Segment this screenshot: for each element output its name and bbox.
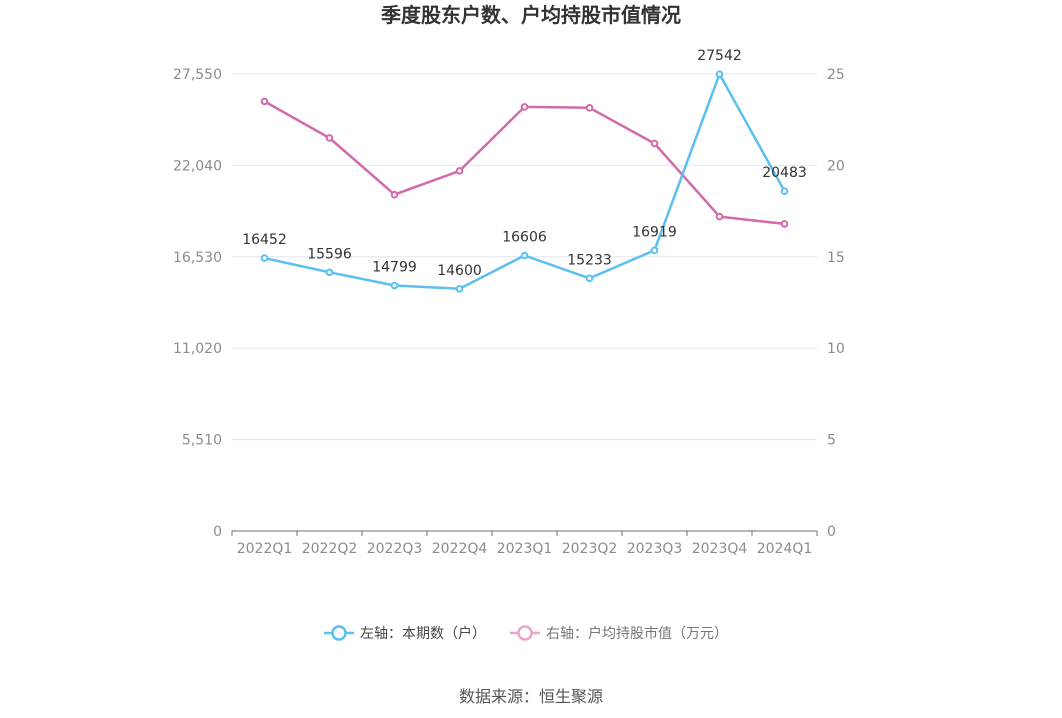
data-label: 14799: [372, 260, 417, 276]
series-line-avg-value[interactable]: [263, 100, 785, 226]
legend-item-avg-value[interactable]: 右轴：户均持股市值（万元）: [510, 625, 728, 642]
data-point[interactable]: [455, 285, 464, 293]
right-axis-tick-label: 10: [827, 341, 845, 357]
data-label: 16919: [632, 224, 677, 240]
right-axis-tick-label: 20: [827, 158, 845, 174]
legend-label: 右轴：户均持股市值（万元）: [546, 625, 728, 642]
data-point[interactable]: [585, 104, 594, 112]
x-axis-tick-label: 2023Q3: [627, 541, 683, 557]
data-label-layer: 16452 15596 14799 14600 16606 15233 16919 27542…: [242, 48, 807, 279]
chart-title: 季度股东户数、户均持股市值情况: [380, 3, 681, 27]
x-axis-tick-label: 2022Q4: [432, 541, 488, 557]
legend-circle-icon: [331, 625, 347, 641]
left-axis-tick-label: 16,530: [173, 250, 222, 266]
data-point[interactable]: [780, 220, 789, 228]
data-point[interactable]: [325, 268, 334, 277]
data-point[interactable]: [260, 97, 269, 106]
axis-layer: 0 0 5,510 5 11,020 10 16,530 15 22,040 20 27,550 25…: [173, 67, 845, 557]
series-layer: [260, 70, 789, 293]
data-point[interactable]: [260, 254, 269, 262]
data-point[interactable]: [325, 134, 334, 142]
left-axis-tick-label: 27,550: [173, 67, 222, 83]
data-point[interactable]: [715, 70, 724, 78]
right-axis-tick-label: 0: [827, 524, 836, 540]
left-axis-tick-label: 11,020: [173, 341, 222, 357]
x-axis-tick-label: 2023Q4: [692, 541, 748, 557]
left-axis-tick-label: 5,510: [182, 433, 222, 449]
data-point[interactable]: [520, 251, 529, 260]
data-label: 15233: [567, 252, 612, 268]
right-axis-tick-label: 5: [827, 433, 836, 449]
legend-circle-icon: [517, 625, 533, 641]
legend[interactable]: 左轴：本期数（户） 右轴：户均持股市值（万元）: [324, 625, 728, 642]
data-point[interactable]: [715, 212, 724, 221]
x-axis-tick-label: 2024Q1: [757, 541, 813, 557]
data-label: 14600: [437, 263, 482, 279]
data-point[interactable]: [650, 139, 659, 148]
data-label: 16606: [502, 230, 547, 246]
data-point[interactable]: [455, 167, 464, 175]
data-label: 27542: [697, 48, 742, 64]
legend-label: 左轴：本期数（户）: [360, 625, 486, 642]
x-axis-tick-label: 2022Q2: [302, 541, 358, 557]
x-axis-tick-label: 2023Q1: [497, 541, 553, 557]
source-note: 数据来源：恒生聚源: [459, 687, 603, 706]
data-point[interactable]: [520, 103, 529, 111]
x-axis-tick-label: 2022Q3: [367, 541, 423, 557]
left-axis-tick-label: 0: [213, 524, 222, 540]
right-axis-tick-label: 25: [827, 67, 845, 83]
data-point[interactable]: [390, 190, 399, 199]
data-label: 16452: [242, 232, 287, 248]
left-axis-tick-label: 22,040: [173, 158, 222, 174]
right-axis-tick-label: 15: [827, 250, 845, 266]
data-label: 15596: [307, 246, 352, 262]
x-axis-tick-label: 2022Q1: [237, 541, 293, 557]
data-point[interactable]: [585, 274, 594, 283]
data-point[interactable]: [390, 281, 399, 290]
data-label: 20483: [762, 165, 807, 181]
data-point[interactable]: [650, 246, 659, 255]
data-point[interactable]: [780, 187, 789, 196]
legend-item-holders[interactable]: 左轴：本期数（户）: [324, 625, 486, 642]
x-axis-tick-label: 2023Q2: [562, 541, 618, 557]
